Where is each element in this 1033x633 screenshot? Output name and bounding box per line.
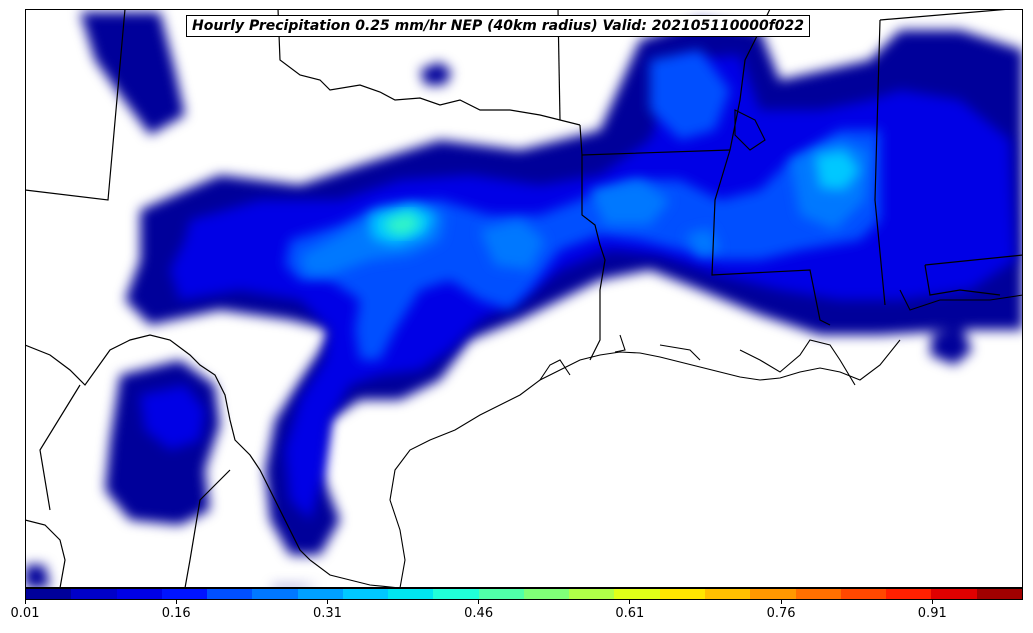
- colorbar-tick: [175, 600, 177, 604]
- precip-layer-peak: [385, 212, 422, 236]
- colorbar-segment: [116, 589, 162, 599]
- state-borders: [25, 9, 1023, 361]
- country-borders: [25, 334, 311, 588]
- colorbar-segment: [478, 589, 524, 599]
- colorbar-tick: [326, 600, 328, 604]
- colorbar-tick: [780, 600, 782, 604]
- colorbar-segment: [207, 589, 253, 599]
- colorbar-segment: [659, 589, 705, 599]
- colorbar-segment: [523, 589, 570, 599]
- colorbar-segment: [71, 589, 117, 599]
- colorbar-tick: [478, 600, 480, 604]
- colorbar-tick: [24, 600, 26, 604]
- colorbar-tick-label: 0.16: [161, 606, 191, 621]
- map-title: Hourly Precipitation 0.25 mm/hr NEP (40k…: [186, 15, 811, 37]
- colorbar-segment: [342, 589, 389, 599]
- colorbar-segment: [750, 589, 796, 599]
- colorbar: [25, 588, 1023, 600]
- colorbar-segment: [569, 589, 615, 599]
- colorbar-segment: [976, 589, 1022, 599]
- precipitation-map: [25, 9, 1023, 588]
- colorbar-segment: [433, 589, 479, 599]
- colorbar-tick-label: 0.46: [464, 606, 494, 621]
- colorbar-segment: [297, 589, 343, 599]
- colorbar-tick-label: 0.91: [917, 606, 947, 621]
- colorbar-segment: [840, 589, 887, 599]
- colorbar-tick-label: 0.31: [312, 606, 342, 621]
- colorbar-segment: [614, 589, 660, 599]
- colorbar-segment: [161, 589, 208, 599]
- colorbar-tick-label: 0.01: [10, 606, 40, 621]
- colorbar-segment: [26, 589, 72, 599]
- map-panel: [25, 9, 1023, 588]
- colorbar-tick: [629, 600, 631, 604]
- colorbar-tick-label: 0.61: [615, 606, 645, 621]
- colorbar-segment: [388, 589, 434, 599]
- colorbar-tick-label: 0.76: [766, 606, 796, 621]
- colorbar-segment: [795, 589, 841, 599]
- coastline: [309, 289, 1023, 588]
- colorbar-tick: [931, 600, 933, 604]
- colorbar-segment: [252, 589, 298, 599]
- colorbar-segment: [704, 589, 751, 599]
- colorbar-segment: [886, 589, 932, 599]
- colorbar-segment: [931, 589, 977, 599]
- lake-outline: [734, 109, 766, 151]
